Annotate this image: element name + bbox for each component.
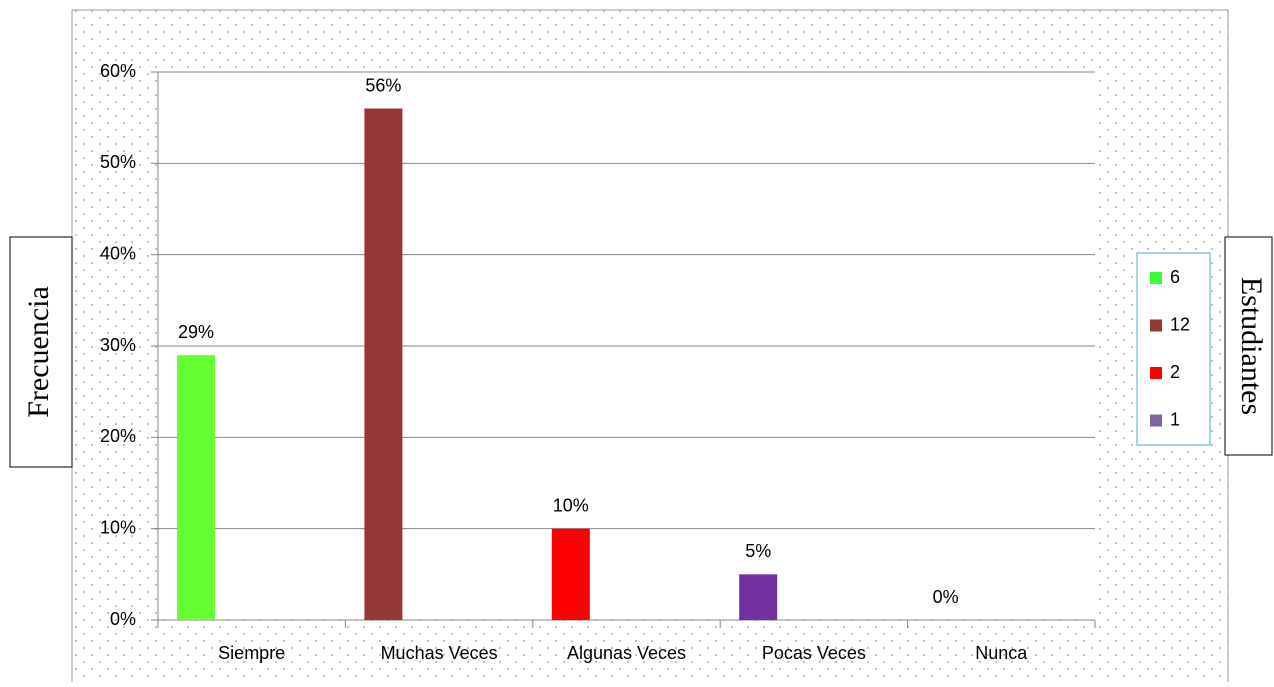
legend-swatch <box>1150 319 1162 332</box>
y-tick-label: 30% <box>100 335 136 355</box>
legend-label: 6 <box>1170 267 1180 287</box>
legend-label: 2 <box>1170 362 1180 382</box>
value-label: 29% <box>178 322 214 342</box>
y-tick-label: 60% <box>100 61 136 81</box>
value-label: 0% <box>933 587 959 607</box>
bar <box>177 355 215 620</box>
bar <box>739 574 778 620</box>
right-label-box <box>1224 236 1273 456</box>
x-tick-label: Nunca <box>975 643 1028 663</box>
bar <box>364 108 403 621</box>
x-tick-label: Muchas Veces <box>381 643 498 663</box>
value-label: 56% <box>365 75 401 95</box>
legend-swatch <box>1150 414 1162 427</box>
legend-swatch <box>1150 367 1162 379</box>
legend-label: 1 <box>1170 409 1180 429</box>
y-tick-label: 10% <box>100 517 136 537</box>
legend-box <box>1136 252 1211 446</box>
y-axis-label: Frecuencia <box>22 286 55 418</box>
y-tick-label: 50% <box>100 152 136 172</box>
value-label: 5% <box>745 541 771 561</box>
x-tick-label: Pocas Veces <box>762 643 866 663</box>
bar <box>551 528 590 620</box>
value-label: 10% <box>553 495 589 515</box>
x-tick-label: Siempre <box>218 643 285 663</box>
y-tick-label: 20% <box>100 426 136 446</box>
y-tick-label: 0% <box>110 609 136 629</box>
legend-label: 12 <box>1170 314 1190 334</box>
y-tick-label: 40% <box>100 243 136 263</box>
legend-swatch <box>1150 272 1162 284</box>
x-tick-label: Algunas Veces <box>567 643 686 663</box>
right-label: Estudiantes <box>1235 277 1268 415</box>
y-label-box <box>9 236 73 468</box>
